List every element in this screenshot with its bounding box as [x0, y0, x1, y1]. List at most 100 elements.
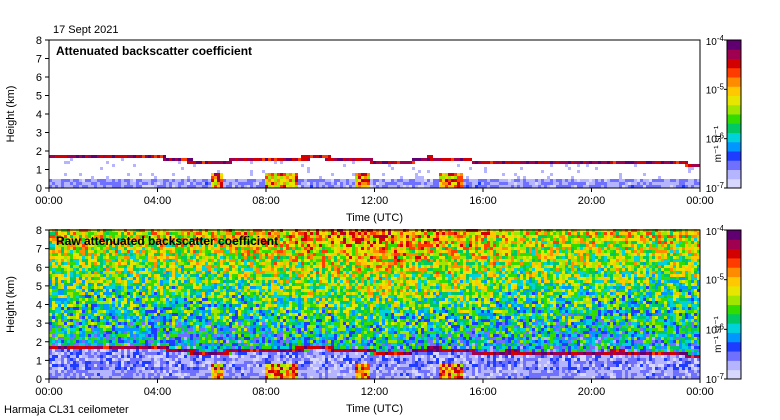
heatmap-cell — [91, 179, 94, 182]
heatmap-cell — [148, 331, 151, 334]
heatmap-cell — [118, 367, 121, 370]
heatmap-cell — [199, 337, 202, 340]
heatmap-cell — [283, 361, 286, 364]
heatmap-cell — [190, 158, 193, 161]
heatmap-cell — [406, 185, 409, 188]
heatmap-cell — [214, 176, 217, 179]
heatmap-cell — [67, 361, 70, 364]
heatmap-cell — [271, 182, 274, 185]
heatmap-cell — [124, 247, 127, 250]
heatmap-cell — [280, 271, 283, 274]
heatmap-cell — [649, 182, 652, 185]
heatmap-cell — [184, 271, 187, 274]
heatmap-cell — [172, 158, 175, 161]
heatmap-cell — [91, 361, 94, 364]
heatmap-cell — [118, 289, 121, 292]
heatmap-cell — [229, 298, 232, 301]
heatmap-cell — [70, 343, 73, 346]
heatmap-cell — [274, 343, 277, 346]
heatmap-cell — [91, 244, 94, 247]
heatmap-cell — [262, 232, 265, 235]
heatmap-cell — [595, 182, 598, 185]
heatmap-cell — [70, 292, 73, 295]
heatmap-cell — [148, 319, 151, 322]
heatmap-cell — [178, 325, 181, 328]
heatmap-cell — [241, 343, 244, 346]
heatmap-cell — [310, 155, 313, 158]
heatmap-cell — [217, 280, 220, 283]
heatmap-cell — [214, 319, 217, 322]
heatmap-cell — [49, 253, 52, 256]
heatmap-cell — [280, 286, 283, 289]
heatmap-cell — [211, 235, 214, 238]
heatmap-cell — [133, 373, 136, 376]
heatmap-cell — [253, 334, 256, 337]
heatmap-cell — [208, 182, 211, 185]
heatmap-cell — [73, 310, 76, 313]
heatmap-cell — [439, 185, 442, 188]
heatmap-cell — [244, 355, 247, 358]
heatmap-cell — [265, 271, 268, 274]
heatmap-cell — [160, 313, 163, 316]
heatmap-cell — [190, 265, 193, 268]
y-tick-label: 3 — [36, 128, 42, 140]
heatmap-cell — [283, 367, 286, 370]
heatmap-cell — [256, 262, 259, 265]
heatmap-cell — [244, 259, 247, 262]
heatmap-cell — [70, 185, 73, 188]
heatmap-cell — [82, 182, 85, 185]
heatmap-cell — [211, 358, 214, 361]
heatmap-cell — [244, 268, 247, 271]
heatmap-cell — [373, 182, 376, 185]
colorbar-tick-exp: -7 — [717, 181, 725, 190]
heatmap-cell — [64, 316, 67, 319]
heatmap-cell — [145, 298, 148, 301]
heatmap-cell — [310, 182, 313, 185]
heatmap-cell — [103, 247, 106, 250]
heatmap-cell — [238, 313, 241, 316]
heatmap-cell — [190, 244, 193, 247]
heatmap-cell — [214, 289, 217, 292]
heatmap-cell — [202, 358, 205, 361]
heatmap-cell — [601, 179, 604, 182]
heatmap-cell — [82, 250, 85, 253]
heatmap-cell — [118, 262, 121, 265]
heatmap-cell — [457, 176, 460, 179]
heatmap-cell — [127, 292, 130, 295]
heatmap-cell — [139, 319, 142, 322]
heatmap-cell — [130, 304, 133, 307]
heatmap-cell — [250, 232, 253, 235]
heatmap-cell — [283, 376, 286, 379]
heatmap-cell — [124, 364, 127, 367]
heatmap-cell — [121, 328, 124, 331]
heatmap-cell — [478, 161, 481, 164]
heatmap-cell — [151, 319, 154, 322]
heatmap-cell — [568, 179, 571, 182]
heatmap-cell — [577, 161, 580, 164]
heatmap-cell — [88, 268, 91, 271]
heatmap-cell — [85, 367, 88, 370]
heatmap-cell — [100, 232, 103, 235]
heatmap-cell — [640, 161, 643, 164]
heatmap-cell — [49, 274, 52, 277]
heatmap-cell — [142, 367, 145, 370]
heatmap-cell — [178, 274, 181, 277]
heatmap-cell — [259, 331, 262, 334]
heatmap-cell — [133, 349, 136, 352]
heatmap-cell — [643, 173, 646, 176]
heatmap-cell — [202, 256, 205, 259]
heatmap-cell — [106, 331, 109, 334]
heatmap-cell — [280, 370, 283, 373]
heatmap-cell — [673, 179, 676, 182]
heatmap-cell — [166, 232, 169, 235]
heatmap-cell — [118, 331, 121, 334]
colorbar-segment — [727, 49, 741, 59]
heatmap-cell — [454, 158, 457, 161]
heatmap-cell — [67, 274, 70, 277]
heatmap-cell — [247, 298, 250, 301]
heatmap-cell — [205, 304, 208, 307]
heatmap-cell — [175, 292, 178, 295]
heatmap-cell — [244, 313, 247, 316]
heatmap-cell — [127, 173, 130, 176]
heatmap-cell — [229, 235, 232, 238]
